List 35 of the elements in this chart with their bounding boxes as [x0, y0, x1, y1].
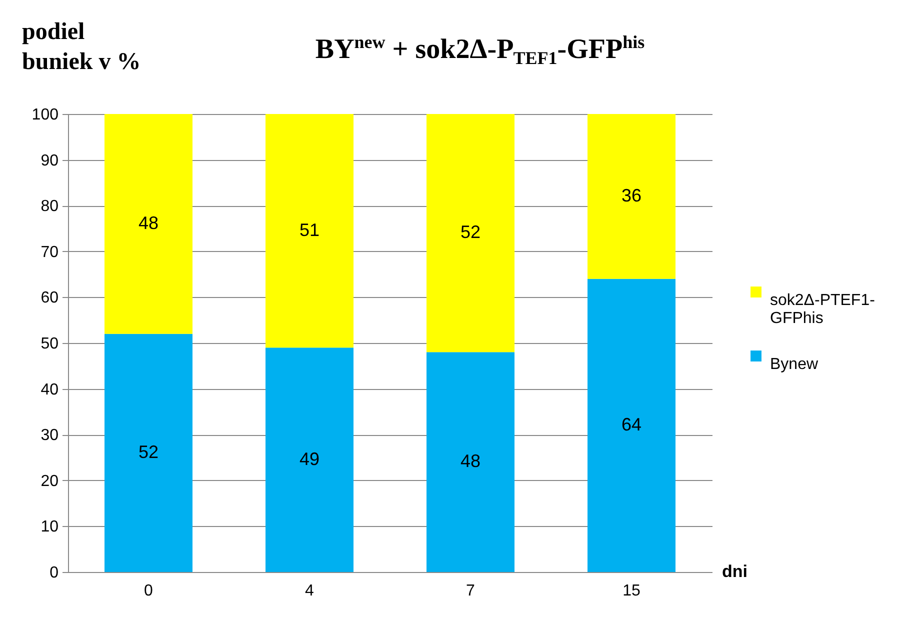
bar: [104, 114, 192, 334]
data-label: 52: [138, 442, 159, 462]
bar: [426, 114, 514, 352]
legend-label: sok2Δ-PTEF1-GFPhis: [770, 292, 875, 327]
bar: [266, 348, 354, 572]
x-tick-label: 7: [466, 582, 476, 600]
bar: [266, 114, 354, 348]
y-tick-label: 90: [40, 152, 59, 170]
y-tick-label: 70: [40, 244, 59, 261]
x-tick-label: 15: [622, 582, 640, 600]
bar: [588, 278, 676, 572]
y-tick-label: 30: [40, 427, 59, 444]
y-tick-label: 50: [40, 336, 59, 352]
x-tick-label: 4: [305, 582, 314, 600]
data-label: 48: [138, 212, 159, 233]
data-label: 49: [299, 448, 320, 469]
y-tick-label: 40: [40, 381, 59, 398]
data-label: 36: [621, 185, 642, 206]
data-label: 48: [460, 451, 481, 472]
y-tick-label: 20: [40, 472, 59, 490]
data-label: 52: [460, 222, 481, 242]
bar: [426, 352, 514, 572]
y-axis-title: podiel buniek v %: [22, 19, 141, 75]
x-axis-title: dni: [722, 562, 748, 581]
x-tick-label: 0: [144, 582, 154, 600]
y-tick-label: 60: [40, 290, 59, 307]
bar: [588, 114, 676, 279]
y-tick-label: 100: [32, 106, 59, 124]
data-label: 51: [299, 220, 320, 240]
legend-label: Bynew: [770, 356, 818, 373]
y-tick-label: 10: [40, 518, 59, 536]
data-label: 64: [621, 414, 642, 434]
bar: [104, 334, 192, 572]
y-tick-label: 80: [40, 198, 59, 216]
y-tick-label: 0: [50, 564, 59, 582]
